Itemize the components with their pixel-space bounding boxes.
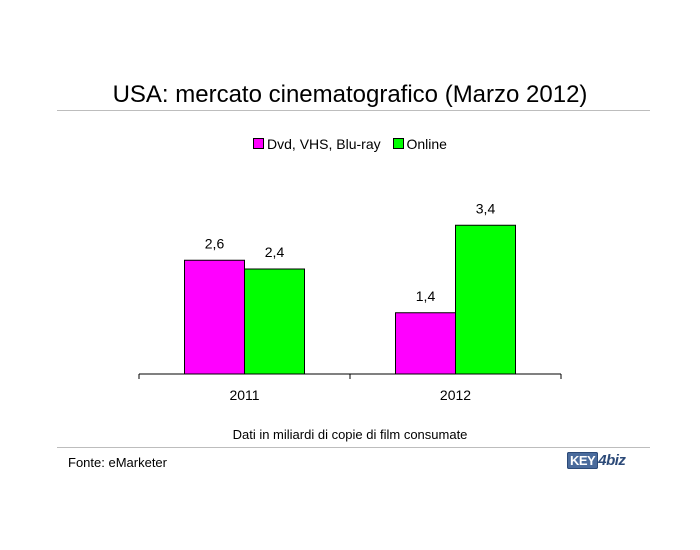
data-label-dvd-2011: 2,6 [205, 235, 225, 251]
legend-item-dvd: Dvd, VHS, Blu-ray [253, 135, 381, 153]
bar-dvd-2012 [395, 312, 456, 375]
legend-swatch-online [392, 138, 404, 149]
chart-note: Dati in miliardi di copie di film consum… [232, 427, 468, 442]
legend-item-online: Online [392, 135, 447, 153]
logo-biz: biz [606, 452, 626, 469]
bar-dvd-2011 [184, 259, 245, 375]
legend-label-dvd: Dvd, VHS, Blu-ray [267, 136, 381, 152]
footer-divider [57, 447, 650, 448]
bar-online-2012 [455, 224, 516, 375]
logo-key: KEY [567, 452, 599, 469]
legend-label-online: Online [406, 136, 447, 152]
key4biz-logo: KEY 4biz [567, 452, 626, 469]
x-tick-label-2011: 2011 [229, 387, 259, 403]
chart-title: USA: mercato cinematografico (Marzo 2012… [112, 81, 588, 108]
data-label-online-2011: 2,4 [265, 244, 285, 260]
data-label-online-2012: 3,4 [476, 200, 496, 216]
legend-swatch-dvd [253, 138, 265, 149]
legend: Dvd, VHS, Blu-ray Online [0, 135, 700, 153]
source-label: Fonte: eMarketer [68, 455, 167, 470]
data-label-dvd-2012: 1,4 [416, 288, 436, 304]
logo-four: 4 [598, 452, 607, 469]
title-divider [57, 110, 650, 111]
bar-chart: 2,6 2,4 2011 1,4 3,4 2012 [138, 200, 562, 403]
bar-online-2011 [244, 268, 305, 375]
x-tick-label-2012: 2012 [440, 387, 471, 403]
